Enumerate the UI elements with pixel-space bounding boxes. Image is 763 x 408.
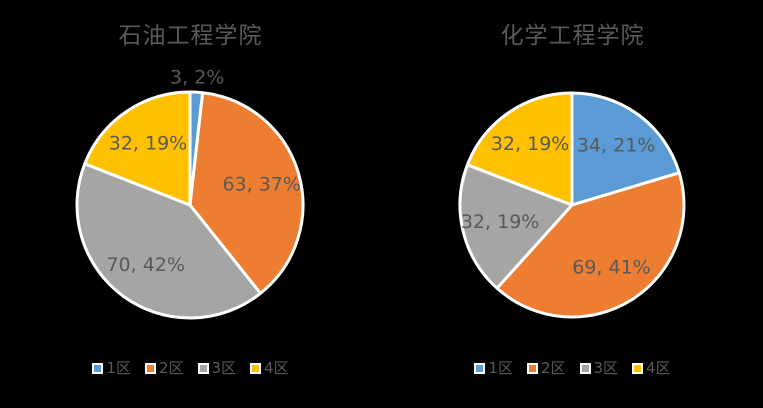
legend-chemical: 1区 2区 3区 4区 [382, 361, 763, 376]
legend-label: 2区 [158, 359, 184, 377]
data-label-2区: 69, 41% [572, 257, 651, 279]
pie-slice-4区 [83, 90, 192, 207]
legend-swatch-icon [197, 363, 209, 374]
legend-label: 4区 [646, 359, 671, 377]
chart-title-chemical: 化学工程学院 [500, 23, 645, 49]
legend-label: 1区 [106, 359, 131, 377]
legend-petroleum: 1区 2区 3区 4区 [0, 361, 381, 376]
data-label-2区: 63, 37% [222, 173, 301, 195]
pie-petroleum: 3, 2% 63, 37% 70, 42% 32, 19% [75, 67, 305, 320]
legend-item-2区: 2区 [144, 359, 184, 377]
legend-swatch-icon [250, 363, 262, 374]
chart-chemical-engineering: 化学工程学院 34, 21% 69, 41% 32, 19% 32, 19% 1区 2区… [382, 0, 763, 408]
legend-label: 4区 [264, 359, 289, 377]
legend-item-2区: 2区 [526, 359, 566, 377]
legend-label: 3区 [593, 359, 619, 377]
data-label-4区: 32, 19% [109, 132, 188, 154]
pie-slice-2区 [495, 171, 686, 319]
legend-swatch-icon [579, 363, 591, 374]
data-label-4区: 32, 19% [491, 133, 569, 155]
pie-slice-2区 [188, 91, 305, 295]
chart-petroleum-engineering: 石油工程学院 3, 2% 63, 37% 70, 42% 32, 19% 1区 2区 3区… [0, 0, 381, 408]
legend-swatch-icon [526, 363, 538, 374]
legend-swatch-icon [632, 363, 644, 374]
legend-label: 1区 [488, 359, 513, 377]
data-label-3区: 32, 19% [461, 211, 540, 233]
legend-item-3区: 3区 [579, 359, 619, 377]
legend-item-1区: 1区 [474, 361, 513, 376]
legend-item-4区: 4区 [632, 361, 671, 376]
legend-item-3区: 3区 [197, 359, 237, 377]
legend-swatch-icon [92, 363, 104, 374]
pie-slice-1区 [570, 91, 681, 207]
legend-label: 3区 [211, 359, 237, 377]
legend-swatch-icon [144, 363, 156, 374]
legend-swatch-icon [474, 363, 486, 374]
data-label-1区: 34, 21% [577, 135, 656, 157]
legend-label: 2区 [540, 359, 566, 377]
pie-slice-3区 [75, 162, 262, 320]
data-label-3区: 70, 42% [106, 254, 185, 276]
pie-slice-4区 [465, 91, 574, 207]
legend-item-4区: 4区 [250, 361, 289, 376]
legend-item-1区: 1区 [92, 361, 131, 376]
data-label-1区: 3, 2% [170, 67, 224, 89]
chart-title-petroleum: 石油工程学院 [118, 23, 263, 49]
pie-chemical: 34, 21% 69, 41% 32, 19% 32, 19% [458, 91, 686, 319]
